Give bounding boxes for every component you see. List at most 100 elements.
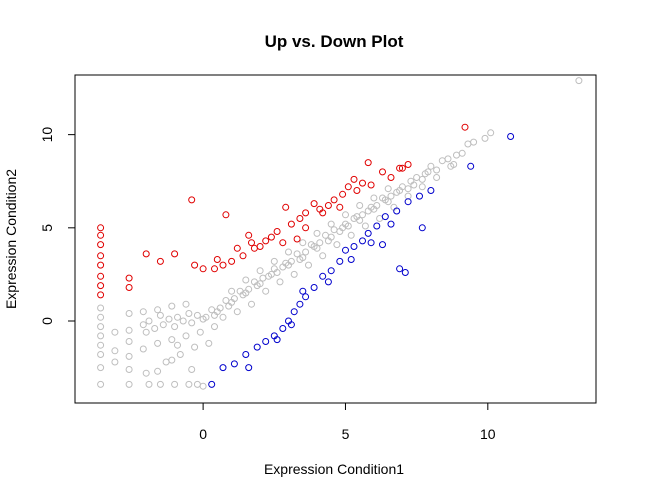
data-point	[282, 259, 290, 267]
data-point	[176, 351, 184, 358]
data-point	[168, 356, 176, 364]
data-point	[299, 287, 307, 295]
data-point	[376, 215, 384, 222]
data-point	[270, 265, 278, 273]
data-point	[233, 308, 241, 316]
data-point	[487, 129, 495, 137]
data-point	[188, 196, 196, 204]
data-point	[427, 187, 435, 194]
data-point	[125, 284, 133, 291]
data-point	[347, 256, 355, 263]
data-point	[350, 243, 358, 250]
data-point	[250, 244, 258, 252]
data-point	[279, 239, 287, 247]
data-point	[393, 207, 401, 215]
data-point	[302, 248, 310, 256]
data-point	[156, 380, 164, 388]
data-point	[293, 235, 301, 243]
data-point	[356, 202, 364, 209]
plot-frame	[74, 74, 597, 404]
data-point	[481, 134, 489, 142]
data-point	[193, 380, 201, 388]
data-point	[447, 162, 455, 170]
data-point	[336, 257, 344, 265]
data-point	[396, 187, 404, 194]
data-point	[273, 336, 281, 344]
data-point	[97, 304, 105, 312]
data-point	[575, 77, 583, 85]
data-point	[353, 187, 361, 194]
data-point	[182, 300, 190, 308]
data-point	[273, 228, 281, 235]
data-point	[381, 196, 389, 204]
data-point	[293, 250, 301, 258]
data-point	[461, 123, 469, 131]
data-point	[379, 168, 386, 176]
data-point	[171, 250, 179, 258]
data-point	[211, 323, 218, 331]
chart-title: Up vs. Down Plot	[265, 32, 404, 51]
data-point	[97, 252, 105, 260]
data-point	[413, 174, 421, 181]
data-point	[228, 287, 236, 295]
data-point	[370, 194, 378, 202]
data-point	[262, 287, 270, 295]
data-point	[324, 278, 332, 286]
data-point	[159, 321, 167, 329]
data-point	[185, 310, 193, 317]
data-point	[404, 161, 412, 168]
data-point	[199, 315, 207, 323]
data-point	[97, 231, 105, 239]
data-point	[239, 291, 247, 299]
data-point	[139, 308, 147, 316]
data-point	[427, 162, 435, 170]
data-point	[174, 313, 181, 321]
data-point	[248, 239, 255, 247]
data-point	[230, 360, 238, 368]
data-point	[225, 302, 233, 310]
data-point	[199, 265, 207, 273]
data-point	[310, 284, 318, 291]
data-point	[507, 133, 515, 140]
data-point	[416, 192, 423, 200]
data-point	[142, 369, 150, 377]
data-point	[125, 380, 133, 388]
data-point	[322, 231, 329, 239]
data-point	[156, 257, 164, 265]
data-point	[276, 278, 284, 286]
data-point	[97, 313, 105, 321]
x-tick-label: 5	[342, 426, 350, 442]
data-point	[342, 246, 349, 254]
data-point	[359, 237, 366, 245]
data-point	[111, 328, 119, 336]
data-point	[302, 293, 310, 301]
data-point	[418, 224, 426, 232]
data-point	[199, 382, 207, 390]
data-point	[162, 358, 170, 366]
data-point	[467, 162, 475, 170]
data-point	[367, 181, 375, 189]
data-point	[470, 138, 478, 146]
data-point	[125, 366, 133, 373]
data-point	[396, 265, 404, 273]
data-point	[330, 196, 338, 204]
data-point	[191, 343, 199, 351]
data-point	[145, 317, 153, 325]
data-point	[262, 237, 270, 245]
data-point	[97, 261, 105, 269]
data-point	[239, 252, 247, 260]
data-point	[97, 323, 105, 331]
data-point	[285, 248, 292, 256]
data-point	[327, 267, 335, 275]
data-point	[319, 209, 327, 217]
data-point	[316, 239, 324, 247]
x-axis-label: Expression Condition1	[264, 461, 404, 477]
data-point	[418, 183, 426, 191]
data-point	[139, 321, 147, 329]
data-point	[242, 276, 250, 284]
data-point	[453, 151, 460, 159]
data-point	[282, 203, 290, 211]
data-point	[125, 310, 133, 317]
data-point	[222, 211, 230, 219]
